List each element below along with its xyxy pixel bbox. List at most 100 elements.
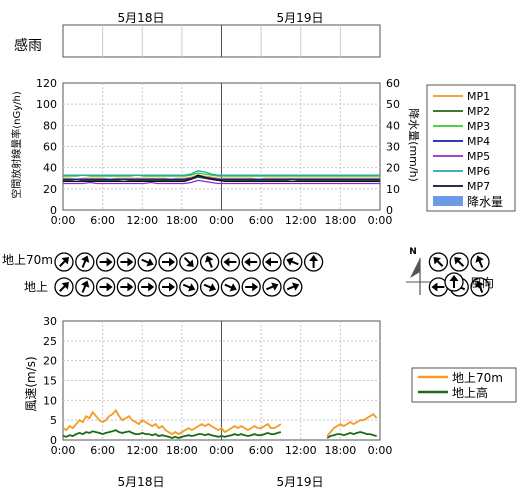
wind-arrow-glyph — [120, 257, 134, 267]
wind-direction-arrow-icon: N — [303, 252, 324, 272]
wind-y-tick-label: 25 — [43, 335, 57, 348]
dose-y-tick-label: 0 — [50, 204, 57, 217]
wind-direction-arrow-icon: E — [116, 252, 137, 272]
wind-arrow-glyph — [454, 257, 465, 267]
wind-direction-arrow-icon: ENE — [262, 277, 282, 297]
wind-direction-arrow-icon: ESE — [199, 277, 220, 297]
wind-arrow-head — [81, 255, 90, 263]
wind-x-tick-label: 6:00 — [90, 444, 115, 457]
wind-direction-arrow-icon: NNW — [470, 252, 490, 272]
wind-direction-arrow-icon: WNW — [283, 252, 303, 272]
wind-x-tick-label: 6:00 — [249, 444, 274, 457]
legend-label-mp6: MP6 — [467, 165, 490, 178]
wind-direction-arrow-icon: E — [241, 277, 261, 297]
wind-arrow-glyph — [224, 283, 237, 292]
wind-arrow-head — [431, 282, 438, 292]
wind-series-line — [62, 408, 282, 436]
wind-arrow-head — [454, 257, 462, 265]
wind-arrow-glyph — [265, 257, 278, 267]
precip-y-tick-label: 30 — [386, 141, 400, 154]
dose-y-tick-label: 40 — [43, 162, 57, 175]
wind-direction-arrow-icon: E — [158, 252, 178, 272]
wind-y-axis-label: 風速(m/s) — [24, 356, 38, 411]
legend-label-mp7: MP7 — [467, 180, 490, 193]
dose-series-mp1 — [63, 174, 380, 180]
wind-arrow-head — [449, 275, 459, 281]
wind-direction-arrow-icon: NE — [54, 277, 74, 297]
precip-y-axis-label: 降水量(mm/h) — [407, 108, 421, 182]
wind-arrow-head — [61, 282, 69, 290]
wind-direction-arrow-icon: NW — [449, 252, 469, 272]
wind-arrow-glyph — [162, 282, 175, 292]
wind-arrow-glyph — [59, 257, 69, 267]
wind-direction-arrow-icon: E — [95, 277, 116, 297]
dose-x-tick-label: 0:00 — [209, 214, 234, 227]
wind-legend-label: 地上高 — [452, 385, 488, 400]
wind-arrow-head — [252, 282, 259, 292]
wind-direction-arrow-icon: ESE — [179, 277, 199, 297]
dose-series-mp3 — [63, 172, 380, 177]
wind-arrow-head — [292, 282, 300, 291]
legend-label-mp2: MP2 — [467, 105, 490, 118]
dose-series-mp7 — [63, 174, 380, 183]
wind-series-line — [326, 413, 378, 437]
wind-arrow-head — [61, 257, 69, 265]
wind-direction-arrow-icon: E — [116, 277, 137, 297]
wind-row-label-70m: 地上70m — [2, 253, 53, 267]
north-compass-icon: N — [406, 247, 430, 295]
wind-arrow-head — [475, 255, 484, 263]
wind-arrow-head — [148, 282, 155, 292]
dose-x-tick-label: 6:00 — [90, 214, 115, 227]
wind-arrow-glyph — [162, 257, 175, 267]
wind-arrow-head — [475, 280, 484, 288]
legend-label-precip: 降水量 — [467, 195, 503, 209]
precip-y-tick-label: 10 — [386, 183, 400, 196]
legend-label-mp5: MP5 — [467, 150, 490, 163]
wind-x-tick-label: 18:00 — [325, 444, 357, 457]
wind-x-tick-label: 0:00 — [51, 444, 76, 457]
precip-y-tick-label: 50 — [386, 98, 400, 111]
wind-speed-chart: 0 5 10 15 20 25 30 0:00 6:00 12:00 18:00 0:00 6:00 12… — [43, 315, 392, 457]
wind-arrow-head — [208, 283, 217, 292]
dose-x-tick-label: 0:00 — [368, 214, 393, 227]
date-label-top-day1: 5月18日 — [118, 11, 165, 25]
wind-direction-arrow-icon: NNW — [199, 252, 220, 272]
wind-arrow-head — [223, 257, 230, 267]
dose-x-tick-label: 6:00 — [249, 214, 274, 227]
wind-direction-arrow-icon: W — [262, 252, 282, 272]
wind-arrow-glyph — [81, 280, 90, 293]
wind-arrow-glyph — [475, 280, 484, 293]
wind-arrow-glyph — [433, 257, 444, 267]
wind-series-line — [326, 431, 377, 439]
wind-direction-arrow-icon: W — [428, 277, 449, 297]
wind-arrow-glyph — [203, 283, 217, 292]
dose-y-tick-label: 120 — [36, 77, 57, 90]
precip-y-tick-label: 40 — [386, 119, 400, 132]
wind-direction-arrow-icon: NNE — [75, 252, 95, 272]
wind-arrow-glyph — [81, 255, 90, 268]
wind-x-tick-label: 12:00 — [285, 444, 317, 457]
wind-y-tick-label: 5 — [50, 414, 57, 427]
wind-arrow-glyph — [245, 282, 259, 292]
wind-arrow-head — [169, 257, 175, 267]
dose-x-tick-label: 0:00 — [51, 214, 76, 227]
wind-legend-frame — [411, 367, 517, 403]
wind-direction-arrow-icon: W — [241, 252, 261, 272]
wind-direction-arrow-icon: E — [158, 277, 178, 297]
wind-direction-arrow-icon: ESE — [137, 252, 157, 272]
precip-y-tick-label: 0 — [386, 204, 393, 217]
wind-arrow-head — [188, 283, 196, 292]
wind-arrow-head — [81, 280, 90, 288]
dose-x-tick-label: 12:00 — [126, 214, 158, 227]
wind-arrow-glyph — [431, 282, 445, 292]
wind-arrow-head — [433, 257, 441, 265]
wind-arrow-glyph — [286, 282, 300, 291]
wind-arrow-head — [286, 257, 294, 266]
wind-direction-legend-label: 風向 — [470, 275, 494, 290]
wind-direction-arrow-icon: W — [220, 252, 241, 272]
wind-x-tick-label: 12:00 — [126, 444, 158, 457]
wind-arrow-glyph — [205, 255, 214, 268]
rain-sensor-label: 感雨 — [14, 37, 42, 54]
wind-x-tick-label: 0:00 — [209, 444, 234, 457]
